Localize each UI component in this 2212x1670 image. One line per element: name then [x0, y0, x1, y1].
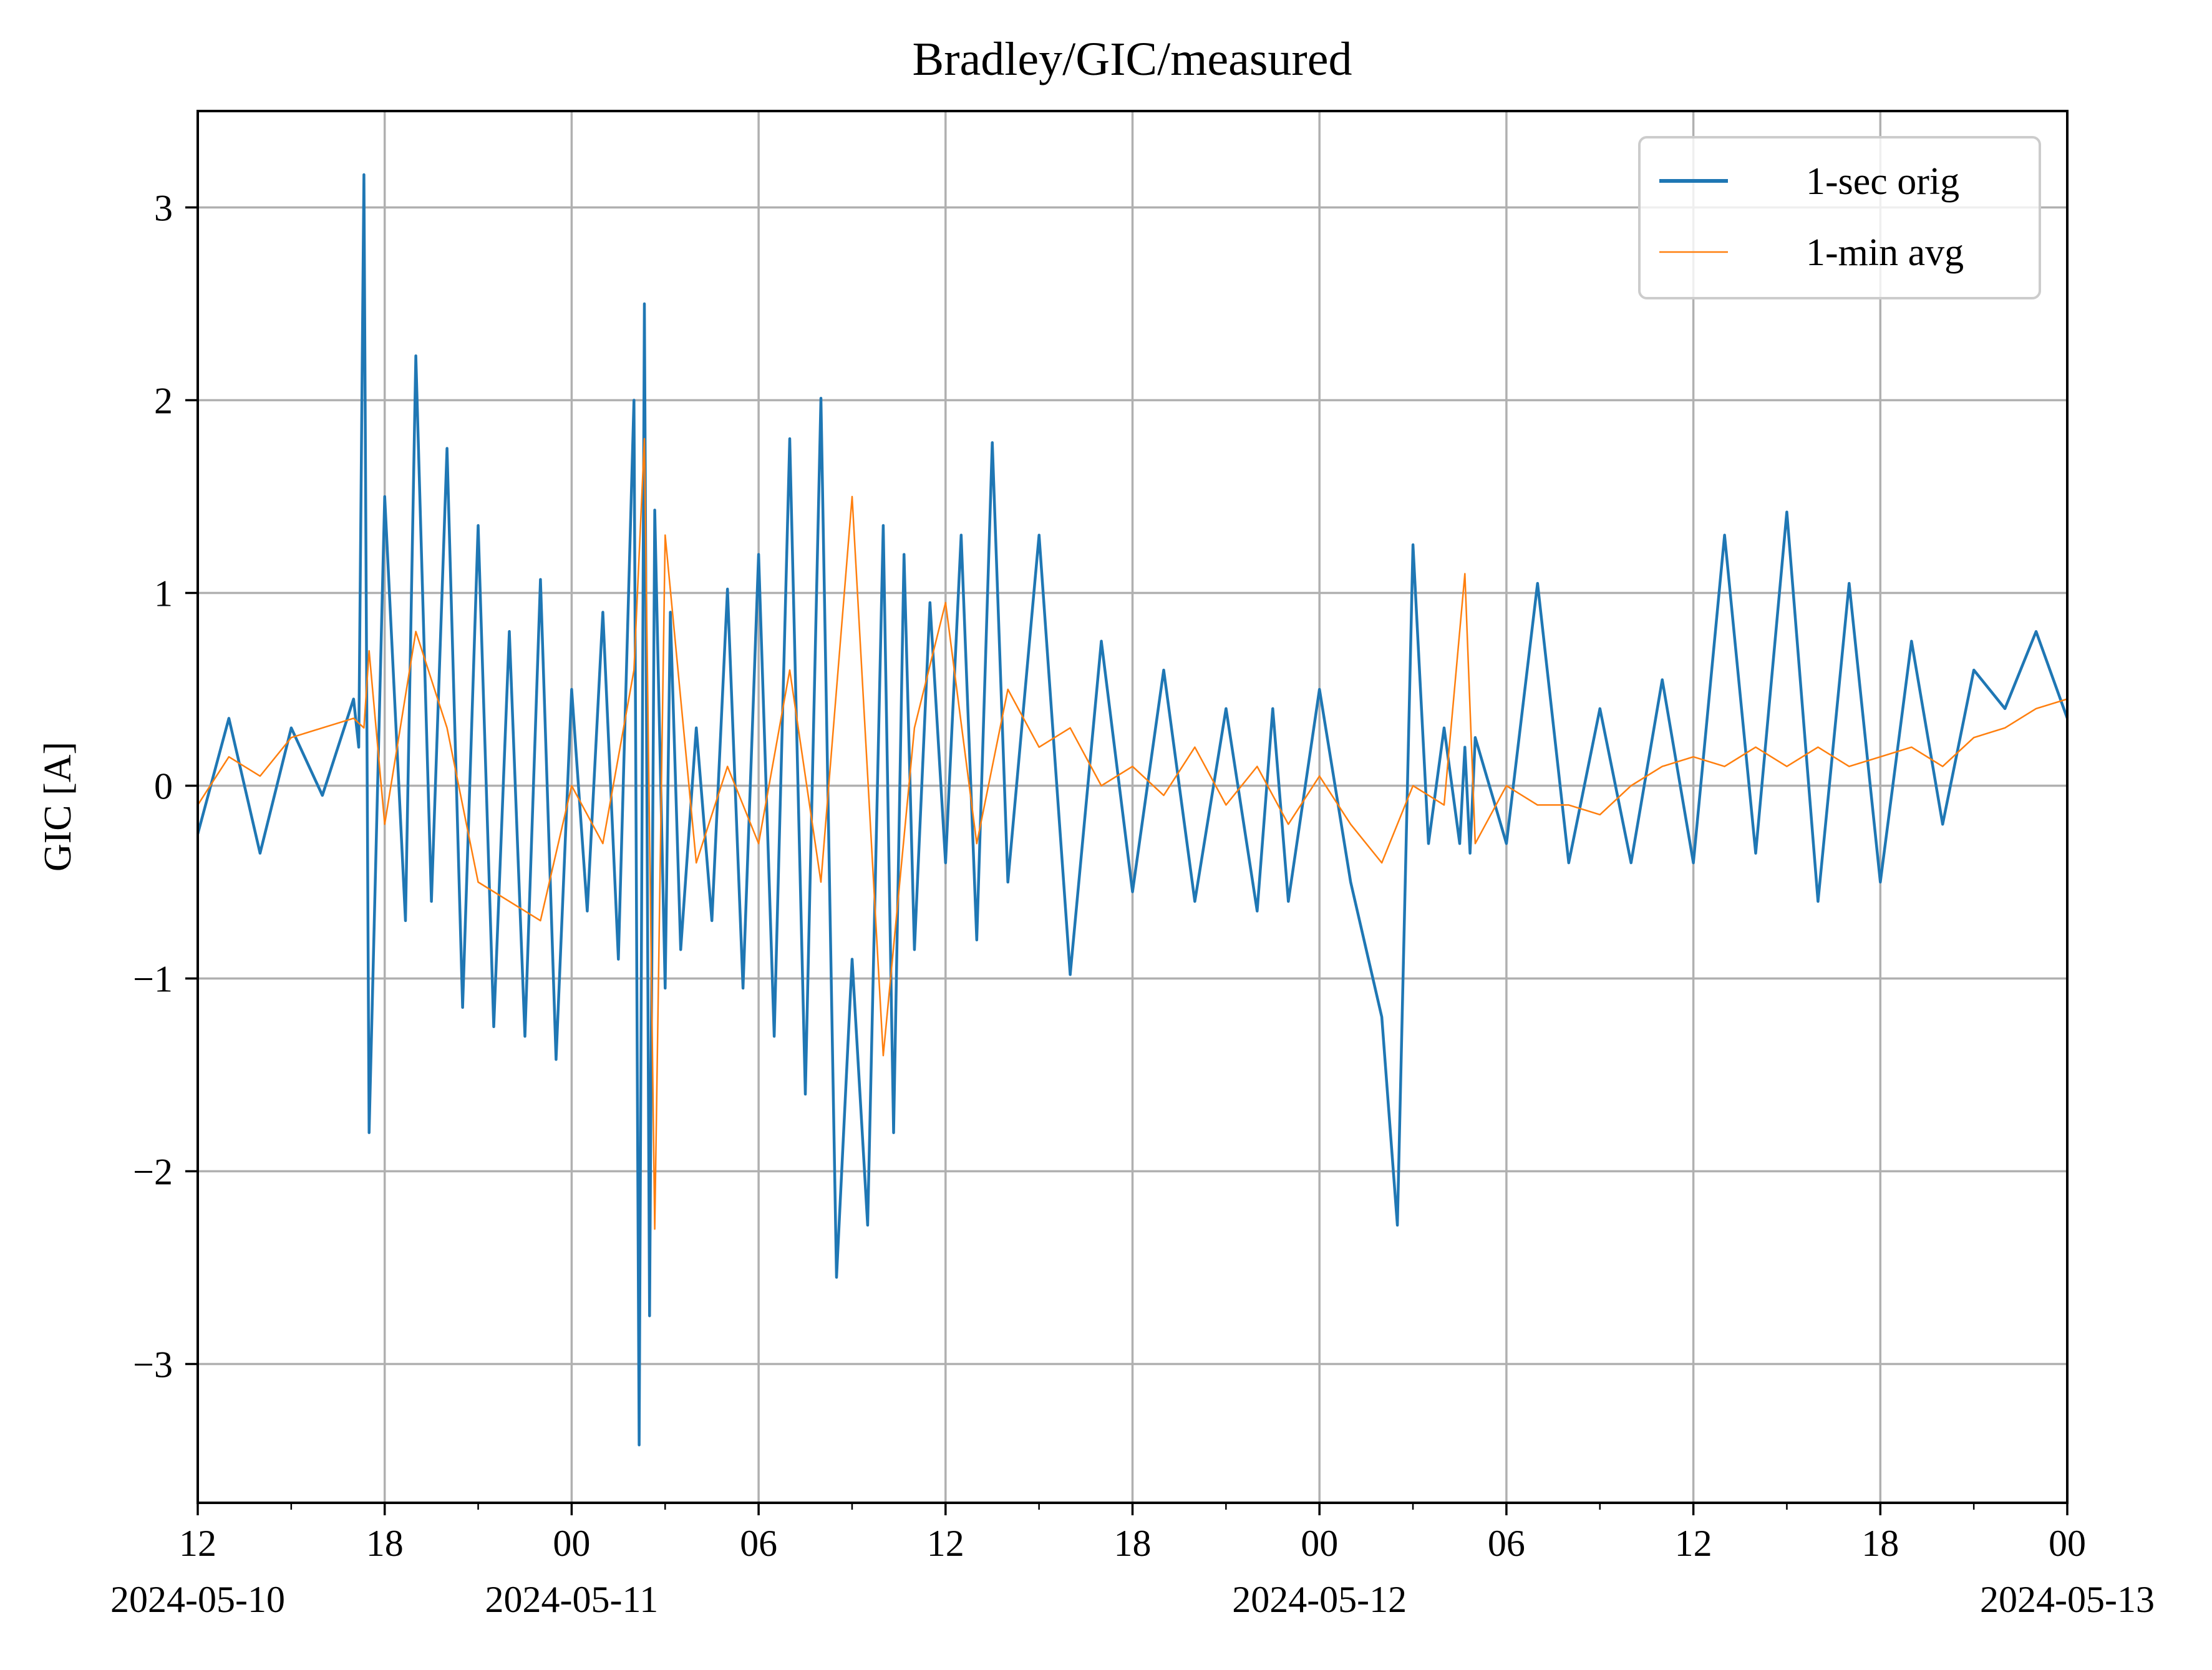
y-tick-label: −1 — [133, 959, 173, 1000]
series-line-1-min-avg — [196, 438, 2068, 1230]
x-tick-label: 12 — [1675, 1523, 1712, 1564]
y-tick-label: 3 — [154, 188, 173, 229]
legend-label-1-min-avg: 1-min avg — [1806, 231, 1964, 274]
x-tick-label: 00 — [553, 1523, 590, 1564]
legend-label-1-sec-orig: 1-sec orig — [1806, 160, 1959, 203]
y-tick-label: 1 — [154, 573, 173, 614]
x-tick-label: 18 — [366, 1523, 404, 1564]
chart-title: Bradley/GIC/measured — [913, 33, 1352, 85]
y-tick-label: 0 — [154, 766, 173, 807]
x-tick-label: 12 — [927, 1523, 964, 1564]
x-date-label: 2024-05-11 — [485, 1579, 659, 1620]
x-tick-label: 00 — [2049, 1523, 2086, 1564]
x-tick-label: 00 — [1301, 1523, 1338, 1564]
x-date-label: 2024-05-12 — [1232, 1579, 1407, 1620]
x-tick-label: 18 — [1114, 1523, 1152, 1564]
y-tick-label: −2 — [133, 1152, 173, 1193]
x-date-label: 2024-05-10 — [110, 1579, 285, 1620]
series-line-1-sec-orig — [196, 173, 2069, 1447]
x-tick-label: 18 — [1861, 1523, 1899, 1564]
series-layer — [196, 173, 2069, 1447]
y-axis-label: GIC [A] — [37, 742, 79, 871]
x-tick-label: 06 — [740, 1523, 777, 1564]
x-date-label: 2024-05-13 — [1980, 1579, 2155, 1620]
legend-box — [1638, 136, 2041, 299]
y-tick-label: 2 — [154, 381, 173, 422]
y-tick-label: −3 — [133, 1344, 173, 1386]
legend: 1-sec orig 1-min avg — [1638, 136, 2041, 299]
x-tick-label: 12 — [179, 1523, 216, 1564]
x-tick-label: 06 — [1488, 1523, 1525, 1564]
